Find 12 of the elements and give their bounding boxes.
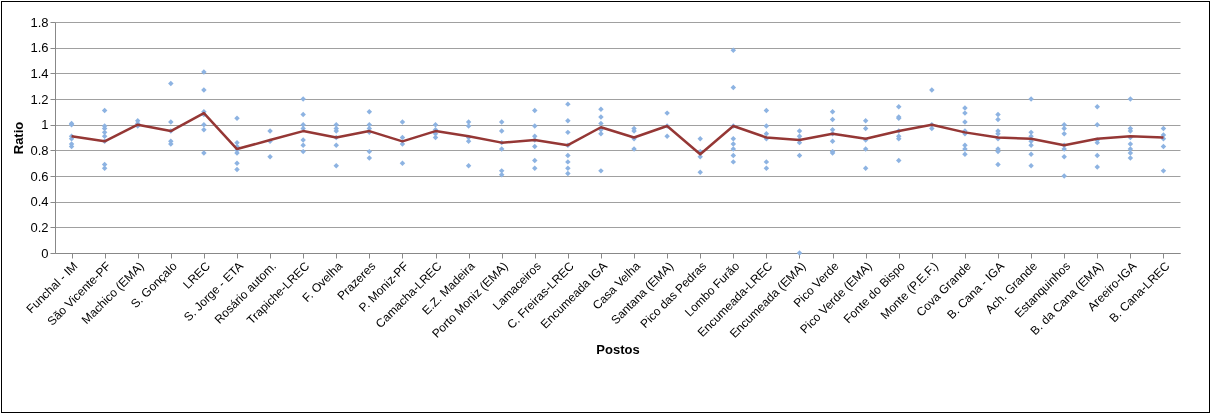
y-tick-label: 1.6: [30, 40, 49, 56]
y-tick-label: 0.2: [30, 219, 49, 235]
y-tick-label: 1: [41, 117, 49, 133]
y-tick-label: 1.8: [30, 14, 49, 30]
x-axis-title: Postos: [596, 341, 640, 357]
y-tick-label: 0: [41, 245, 49, 261]
y-tick-label: 0.6: [30, 168, 49, 184]
y-tick-label: 1.2: [30, 91, 49, 107]
y-axis-title: Ratio: [11, 121, 27, 155]
y-tick-label: 0.8: [30, 142, 49, 158]
y-tick-label: 0.4: [30, 194, 49, 210]
y-tick-label: 1.4: [30, 65, 49, 81]
